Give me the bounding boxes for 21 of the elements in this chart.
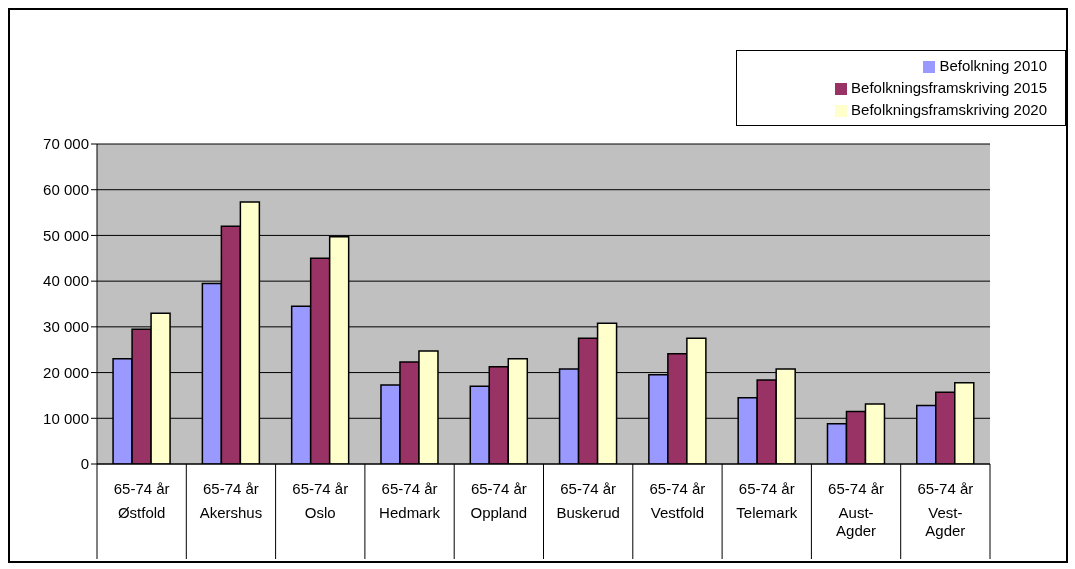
x-tick-label: 65-74 år Vestfold [649, 480, 706, 521]
x-tick-label: 65-74 år Oppland [470, 480, 528, 521]
y-tick-label: 10 000 [43, 409, 89, 427]
x-tick-label: 65-74 år Vest-Agder [917, 480, 974, 539]
y-tick-label: 50 000 [43, 226, 89, 244]
x-tick-label: 65-74 år Buskerud [556, 480, 620, 521]
x-tick-label: 65-74 år Oslo [292, 480, 349, 521]
y-tick-label: 0 [80, 455, 89, 473]
legend-label: Befolkningsframskriving 2015 [851, 79, 1047, 96]
x-tick-label: 65-74 år Aust-Agder [828, 480, 884, 539]
y-tick-label: 40 000 [43, 272, 89, 290]
x-tick-label: 65-74 år Østfold [113, 480, 170, 521]
legend-label: Befolkningsframskriving 2020 [851, 101, 1047, 118]
y-tick-label: 70 000 [43, 135, 89, 153]
y-tick-label: 60 000 [43, 181, 89, 199]
x-tick-label: 65-74 år Hedmark [379, 480, 441, 521]
y-tick-label: 30 000 [43, 318, 89, 336]
x-tick-label: 65-74 år Telemark [736, 480, 798, 521]
legend-label: Befolkning 2010 [939, 57, 1047, 74]
x-tick-label: 65-74 år Akershus [199, 480, 263, 521]
y-tick-label: 20 000 [43, 363, 89, 381]
